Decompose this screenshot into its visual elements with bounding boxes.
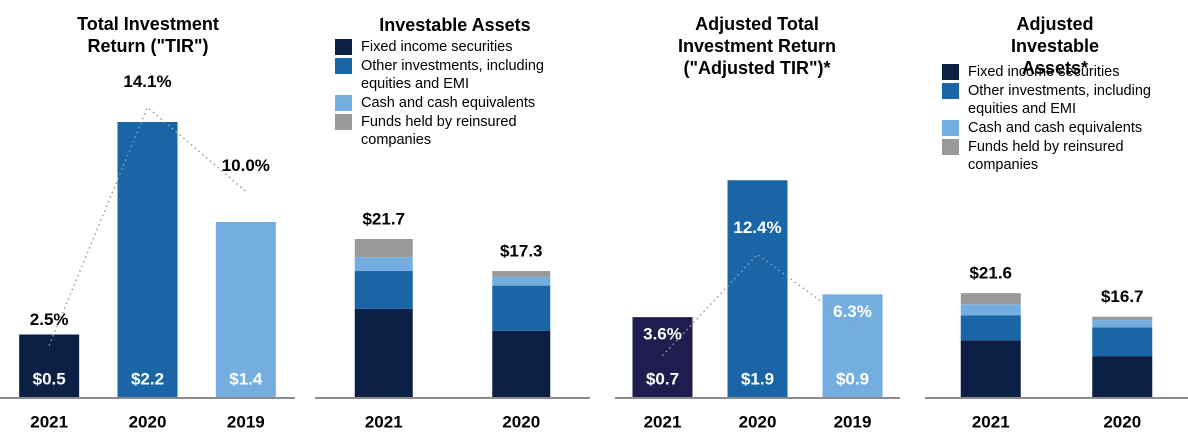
bar-segment	[1092, 320, 1153, 328]
x-tick-label: 2020	[502, 412, 540, 431]
bar-segment	[960, 340, 1021, 397]
legend-item: Funds held by reinsured companies	[942, 138, 1172, 174]
return-line	[661, 253, 853, 357]
bar-segment	[492, 330, 551, 397]
legend-label: Funds held by reinsured companies	[968, 139, 1124, 173]
chart-title: Adjusted Total Investment Return ("Adjus…	[677, 14, 837, 78]
legend-item: Other investments, including equities an…	[335, 57, 585, 93]
total-label: $21.7	[362, 209, 405, 228]
bar-segment	[354, 257, 413, 272]
bar	[632, 317, 693, 397]
legend: Fixed income securities Other investments…	[335, 38, 585, 150]
bar	[822, 294, 883, 397]
legend-item: Fixed income securities	[942, 63, 1172, 81]
legend-label: Fixed income securities	[361, 39, 513, 55]
legend-item: Cash and cash equivalents	[335, 94, 585, 112]
x-tick-label: 2021	[972, 412, 1010, 431]
legend-label: Cash and cash equivalents	[968, 120, 1143, 136]
bar-segment	[960, 315, 1021, 341]
legend-label: Other investments, including equities an…	[361, 58, 544, 92]
bar-segment	[492, 271, 551, 277]
legend-label: Fixed income securities	[968, 64, 1120, 80]
return-label: 6.3%	[833, 302, 872, 321]
legend-label: Cash and cash equivalents	[361, 95, 536, 111]
legend-item: Other investments, including equities an…	[942, 82, 1172, 118]
chart-title: Adjusted Investable Assets*	[1010, 14, 1100, 78]
x-tick-label: 2021	[30, 412, 68, 431]
total-label: $21.6	[969, 264, 1012, 283]
legend-item: Cash and cash equivalents	[942, 119, 1172, 137]
return-label: 3.6%	[643, 325, 682, 344]
bar-value-label: $0.7	[646, 369, 679, 388]
x-tick-label: 2020	[739, 412, 777, 431]
return-label: 14.1%	[123, 72, 171, 91]
chart-title: Investable Assets	[379, 15, 531, 35]
bar-segment	[1092, 316, 1153, 321]
legend-swatch	[942, 64, 959, 80]
bar	[215, 222, 276, 397]
bar-segment	[492, 285, 551, 331]
bar	[117, 122, 178, 397]
return-label: 12.4%	[733, 218, 781, 237]
bar-segment	[492, 276, 551, 286]
legend-item: Fixed income securities	[335, 38, 585, 56]
x-tick-label: 2021	[644, 412, 682, 431]
total-label: $17.3	[500, 242, 543, 261]
x-tick-label: 2021	[365, 412, 403, 431]
x-tick-label: 2019	[834, 412, 872, 431]
legend-swatch	[942, 83, 959, 99]
x-tick-label: 2020	[1103, 412, 1141, 431]
bar-segment	[960, 304, 1021, 316]
bar-segment	[960, 293, 1021, 305]
return-label: 10.0%	[222, 156, 270, 175]
bar-value-label: $1.4	[229, 369, 263, 388]
x-tick-label: 2019	[227, 412, 265, 431]
chart-title: Total Investment Return ("TIR")	[77, 14, 219, 56]
legend-item: Funds held by reinsured companies	[335, 113, 585, 149]
bar-segment	[354, 308, 413, 397]
legend-label: Other investments, including equities an…	[968, 83, 1151, 117]
bar-value-label: $0.5	[33, 369, 66, 388]
bar-value-label: $0.9	[836, 369, 869, 388]
bar-segment	[1092, 327, 1153, 357]
bar	[727, 180, 788, 397]
bar-segment	[354, 238, 413, 258]
legend-swatch	[335, 58, 352, 74]
total-label: $16.7	[1101, 287, 1144, 306]
legend: Fixed income securities Other investments…	[942, 63, 1172, 175]
bar-value-label: $2.2	[131, 369, 164, 388]
legend-swatch	[942, 139, 959, 155]
legend-swatch	[335, 95, 352, 111]
x-tick-label: 2020	[129, 412, 167, 431]
legend-swatch	[335, 114, 352, 130]
legend-swatch	[942, 120, 959, 136]
return-label: 2.5%	[30, 310, 69, 329]
legend-swatch	[335, 39, 352, 55]
bar-segment	[354, 271, 413, 309]
return-line	[48, 106, 247, 346]
bar-value-label: $1.9	[741, 369, 774, 388]
bar-segment	[1092, 356, 1153, 397]
legend-label: Funds held by reinsured companies	[361, 114, 517, 148]
